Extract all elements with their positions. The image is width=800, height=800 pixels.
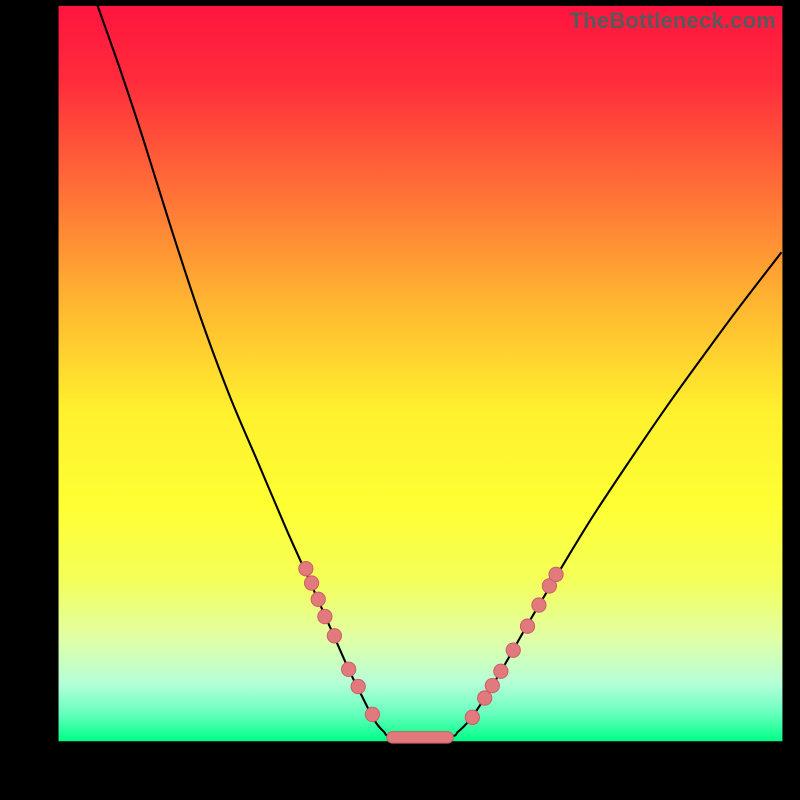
data-point-marker — [311, 592, 325, 606]
data-point-marker — [494, 664, 508, 678]
data-point-marker — [506, 643, 520, 657]
gradient-background — [59, 6, 783, 741]
bottom-marker-bar — [387, 732, 454, 744]
watermark-label: TheBottleneck.com — [570, 8, 776, 34]
plot-area: TheBottleneck.com — [30, 3, 791, 770]
data-point-marker — [485, 678, 499, 692]
data-point-marker — [327, 629, 341, 643]
data-point-marker — [532, 598, 546, 612]
data-point-marker — [342, 662, 356, 676]
data-point-marker — [465, 710, 479, 724]
data-point-marker — [318, 609, 332, 623]
data-point-marker — [299, 561, 313, 575]
data-point-marker — [304, 576, 318, 590]
data-point-marker — [351, 679, 365, 693]
data-point-marker — [365, 707, 379, 721]
chart-svg — [30, 3, 791, 770]
data-point-marker — [478, 691, 492, 705]
data-point-marker — [520, 619, 534, 633]
data-point-marker — [549, 567, 563, 581]
